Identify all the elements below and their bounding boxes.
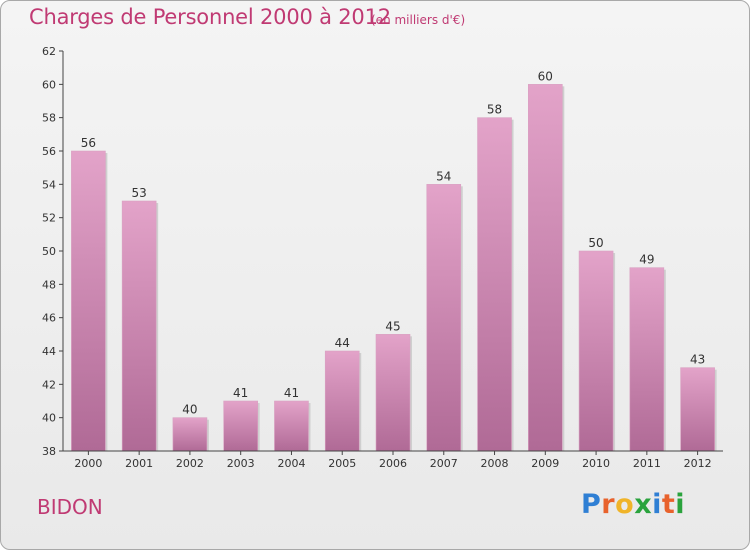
y-tick-label: 50 bbox=[42, 245, 56, 258]
x-tick-label: 2003 bbox=[227, 457, 255, 470]
y-axis: 38 40 42 44 46 48 50 52 54 56 58 60 62 bbox=[42, 45, 64, 458]
bar-value-label: 45 bbox=[385, 319, 400, 333]
bar bbox=[121, 200, 157, 452]
y-tick-label: 40 bbox=[42, 412, 56, 425]
bar-value-label: 44 bbox=[335, 336, 350, 350]
chart-title: Charges de Personnel 2000 à 2012 bbox=[29, 5, 391, 29]
bar bbox=[578, 250, 614, 452]
y-tick-label: 48 bbox=[42, 278, 56, 291]
y-tick-label: 38 bbox=[42, 445, 56, 458]
y-tick-label: 54 bbox=[42, 178, 56, 191]
bars-group: 56 53 40 41 41 44 45 54 58 60 50 49 43 bbox=[71, 69, 717, 452]
bar-value-label: 58 bbox=[487, 103, 502, 117]
x-tick-label: 2011 bbox=[633, 457, 661, 470]
bar-value-label: 49 bbox=[639, 253, 654, 267]
x-tick-label: 2010 bbox=[582, 457, 610, 470]
x-tick-label: 2005 bbox=[328, 457, 356, 470]
y-tick-label: 56 bbox=[42, 145, 56, 158]
bar-value-label: 50 bbox=[588, 236, 603, 250]
y-tick-label: 44 bbox=[42, 345, 56, 358]
bar bbox=[274, 400, 309, 452]
y-tick-label: 62 bbox=[42, 45, 56, 58]
bar bbox=[426, 184, 462, 452]
logo-letter: x bbox=[634, 489, 653, 520]
logo-letter: r bbox=[601, 489, 616, 520]
x-tick-label: 2000 bbox=[74, 457, 102, 470]
proxiti-logo: Proxiti bbox=[581, 489, 685, 520]
x-tick-label: 2007 bbox=[430, 457, 458, 470]
y-tick-label: 46 bbox=[42, 312, 56, 325]
bar-value-label: 43 bbox=[690, 353, 705, 367]
x-tick-label: 2009 bbox=[531, 457, 559, 470]
bar-value-label: 60 bbox=[538, 69, 553, 83]
bar-value-label: 41 bbox=[233, 386, 248, 400]
bar-value-label: 56 bbox=[81, 136, 96, 150]
bar bbox=[223, 400, 258, 452]
location-label: BIDON bbox=[37, 495, 103, 519]
logo-letter: o bbox=[615, 489, 635, 520]
bar-value-label: 40 bbox=[182, 403, 197, 417]
bar bbox=[477, 117, 512, 452]
bar bbox=[375, 334, 411, 452]
bar-value-label: 54 bbox=[436, 169, 451, 183]
chart-subtitle: (en milliers d'€) bbox=[371, 13, 466, 27]
bar-value-label: 41 bbox=[284, 386, 299, 400]
logo-letter: i bbox=[652, 489, 662, 520]
y-tick-label: 42 bbox=[42, 378, 56, 391]
bar bbox=[629, 267, 665, 452]
y-tick-label: 52 bbox=[42, 212, 56, 225]
logo-letter: i bbox=[675, 489, 686, 520]
logo-letter: P bbox=[581, 489, 602, 520]
logo-letter: t bbox=[661, 489, 676, 520]
x-tick-label: 2004 bbox=[277, 457, 305, 470]
x-tick-label: 2012 bbox=[684, 457, 712, 470]
x-tick-label: 2002 bbox=[176, 457, 204, 470]
bar bbox=[680, 367, 715, 452]
y-tick-label: 58 bbox=[42, 112, 56, 125]
x-tick-label: 2006 bbox=[379, 457, 407, 470]
bar bbox=[172, 417, 208, 452]
bar bbox=[71, 150, 106, 452]
bar bbox=[528, 84, 563, 452]
bar bbox=[324, 350, 360, 452]
x-tick-label: 2001 bbox=[125, 457, 153, 470]
x-axis: 2000 2001 2002 2003 2004 2005 2006 2007 2008 2009… bbox=[63, 450, 723, 470]
y-tick-label: 60 bbox=[42, 78, 56, 91]
x-tick-label: 2008 bbox=[481, 457, 509, 470]
bar-value-label: 53 bbox=[132, 186, 147, 200]
